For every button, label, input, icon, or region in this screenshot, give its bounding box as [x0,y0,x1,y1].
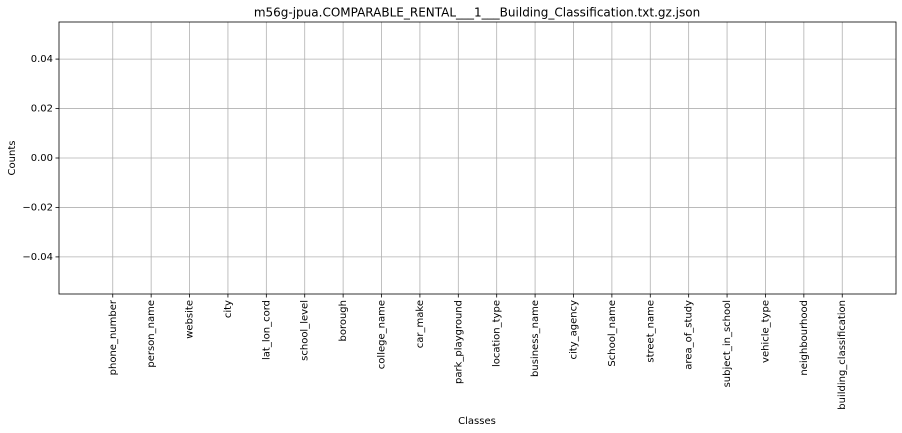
x-tick-label: location_type [492,300,503,367]
x-tick-label: street_name [645,300,656,363]
x-tick-label: car_make [415,300,426,348]
x-tick-label: area_of_study [684,300,695,370]
x-tick-label: phone_number [108,299,119,375]
x-tick-label: person_name [146,300,157,368]
x-tick-label: School_name [607,300,618,367]
x-tick-label: lat_lon_cord [261,300,272,360]
x-tick-label: borough [338,300,349,342]
x-tick-label: city [223,300,234,318]
x-tick-label: park_playground [453,300,464,384]
x-tick-label: business_name [530,300,541,377]
x-tick-label: vehicle_type [760,300,771,363]
x-tick-label: school_level [300,300,311,361]
y-tick-label: −0.04 [22,252,53,263]
x-tick-label: college_name [377,300,388,369]
y-tick-label: 0.04 [31,54,53,65]
plot-frame [58,21,897,295]
y-tick-label: 0.00 [31,153,53,164]
x-tick-label: city_agency [568,300,579,360]
chart-title: m56g-jpua.COMPARABLE_RENTAL___1___Buildi… [254,6,700,20]
x-axis-label: Classes [458,416,496,427]
x-tick-label: website [185,300,196,339]
x-tick-label: subject_in_school [722,300,733,387]
y-tick-label: −0.02 [22,202,53,213]
x-tick-label: building_classification [837,300,848,410]
x-tick-label: neighbourhood [799,300,810,376]
y-axis-label: Counts [7,141,18,176]
y-tick-label: 0.02 [31,104,53,115]
